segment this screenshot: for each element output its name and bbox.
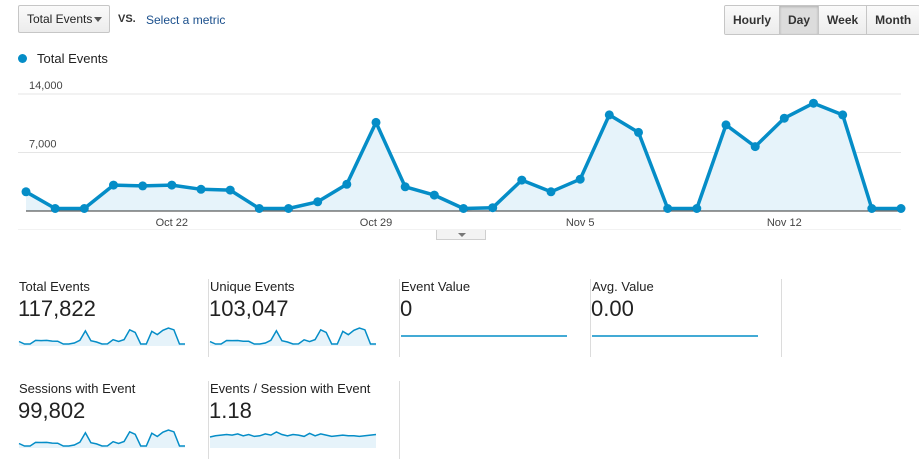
data-point (138, 181, 148, 191)
data-point (809, 98, 818, 108)
data-point (750, 142, 760, 152)
sparkline (18, 429, 185, 448)
scorecard-avg-value[interactable]: Avg. Value 0.00 (591, 279, 782, 357)
data-point (896, 204, 906, 213)
main-chart: 7,000 14,000 Oct 22 Oct 29 Nov 5 Nov 12 (18, 80, 906, 230)
data-point (575, 174, 585, 184)
x-tick-label: Nov 5 (566, 217, 595, 229)
legend-label: Total Events (37, 51, 108, 66)
scorecard-event-value[interactable]: Event Value 0 (400, 279, 591, 357)
sparkline (209, 431, 377, 448)
sparkline (592, 335, 758, 337)
granularity-toggle: Hourly Day Week Month (724, 5, 919, 35)
scorecard-value: 0 (400, 296, 413, 321)
sparkline-area (19, 430, 185, 448)
scorecard-value: 99,802 (18, 398, 86, 423)
scorecard-label: Avg. Value (592, 279, 654, 294)
data-point (721, 120, 731, 130)
y-tick-label: 14,000 (29, 80, 63, 92)
chevron-down-icon (94, 17, 102, 22)
sparkline-area (19, 328, 185, 346)
chart-legend: Total Events (18, 51, 108, 66)
scorecard-total-events[interactable]: Total Events 117,822 (18, 279, 209, 357)
sparkline-area (210, 328, 376, 346)
sparkline (401, 335, 567, 337)
primary-metric-label: Total Events (27, 12, 93, 26)
chevron-down-icon (458, 233, 466, 237)
scorecard-label: Event Value (401, 279, 471, 294)
sparkline-line (18, 429, 185, 447)
scorecard-events-per-session[interactable]: Events / Session with Event 1.18 (209, 381, 400, 459)
select-metric-link[interactable]: Select a metric (146, 13, 226, 27)
data-point (284, 204, 293, 213)
legend-dot-icon (18, 54, 27, 63)
data-point (196, 184, 206, 194)
scorecard-label: Sessions with Event (19, 381, 136, 396)
data-point (109, 180, 118, 190)
data-point (692, 204, 702, 213)
data-point (79, 204, 89, 213)
data-point (313, 197, 323, 207)
sparkline-line (209, 327, 376, 345)
data-point (225, 185, 235, 195)
data-point (167, 180, 177, 190)
data-point (429, 190, 439, 200)
data-point (634, 127, 643, 137)
chart-toolbar: Total Events VS. Select a metric Hourly … (0, 0, 919, 40)
sparkline (209, 327, 376, 346)
scorecard-label: Total Events (19, 279, 90, 294)
hourly-button[interactable]: Hourly (725, 6, 780, 34)
data-point (459, 204, 468, 213)
data-point (838, 110, 848, 120)
data-point (342, 179, 352, 189)
day-button[interactable]: Day (779, 6, 819, 34)
scorecard-value: 0.00 (591, 296, 634, 321)
scorecard-label: Unique Events (210, 279, 295, 294)
sparkline-line (209, 431, 377, 438)
data-point (517, 175, 527, 185)
x-tick-label: Nov 12 (767, 217, 802, 229)
scorecard-sessions-with-event[interactable]: Sessions with Event 99,802 (18, 381, 209, 459)
data-point (50, 204, 60, 213)
scorecard-value: 103,047 (209, 296, 289, 321)
series-area (26, 103, 901, 211)
x-tick-label: Oct 22 (156, 217, 188, 229)
data-point (663, 204, 673, 213)
week-button[interactable]: Week (818, 6, 867, 34)
data-point (779, 113, 789, 123)
scorecard-value: 117,822 (18, 296, 96, 321)
data-point (604, 110, 614, 120)
sparkline (18, 327, 185, 346)
data-point (546, 187, 556, 197)
scorecard-unique-events[interactable]: Unique Events 103,047 (209, 279, 400, 357)
data-point (400, 182, 410, 192)
data-point (867, 204, 877, 213)
chart-expand-handle[interactable] (436, 230, 486, 240)
y-tick-label: 7,000 (29, 139, 57, 151)
sparkline-line (18, 327, 185, 345)
data-point (371, 117, 381, 127)
scorecard-value: 1.18 (209, 398, 252, 423)
vs-label: VS. (118, 13, 136, 25)
x-tick-label: Oct 29 (360, 217, 392, 229)
data-point (254, 204, 264, 213)
primary-metric-dropdown[interactable]: Total Events (18, 5, 110, 33)
month-button[interactable]: Month (866, 6, 919, 34)
scorecard-label: Events / Session with Event (210, 381, 371, 396)
data-point (21, 187, 31, 197)
data-point (488, 203, 498, 213)
